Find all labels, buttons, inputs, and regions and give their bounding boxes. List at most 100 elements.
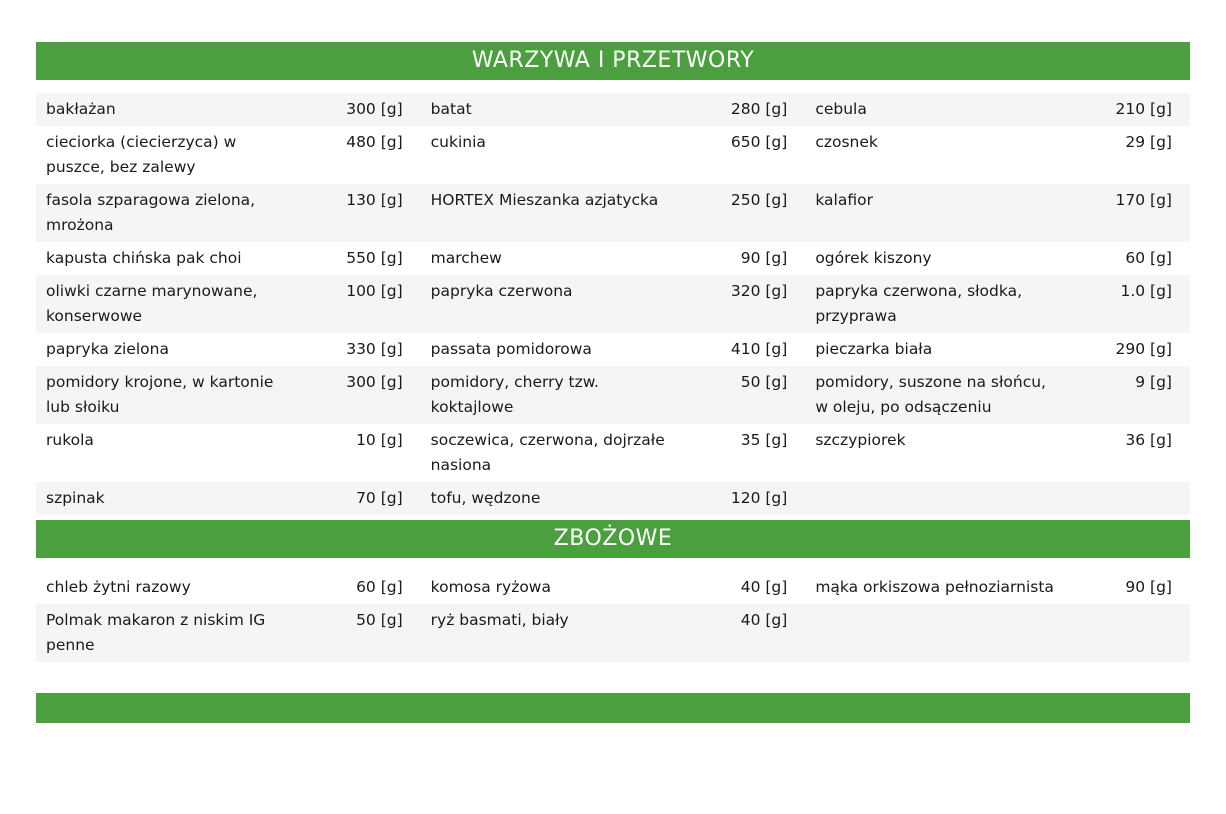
item-amount: 40 [g] [740, 611, 788, 629]
item-name: soczewica, czerwona, dojrzałe nasiona [430, 431, 665, 474]
item-cell: szpinak 70 [g] [36, 482, 421, 515]
item-name: chleb żytni razowy [46, 578, 191, 596]
table-row: bakłażan 300 [g] batat 280 [g] cebula 210 [g] [36, 93, 1190, 126]
item-cell: oliwki czarne marynowane, konserwowe 100 … [36, 275, 421, 333]
item-amount: 300 [g] [346, 100, 403, 118]
item-amount: 60 [g] [356, 578, 403, 596]
table-row: pomidory krojone, w kartonie lub słoiku 3… [36, 366, 1190, 424]
item-name: pomidory krojone, w kartonie lub słoiku [46, 373, 274, 416]
item-name: marchew [430, 249, 502, 267]
item-cell: pomidory krojone, w kartonie lub słoiku 3… [36, 366, 421, 424]
table-row: cieciorka (ciecierzyca) w puszce, bez za… [36, 126, 1190, 184]
item-amount: 290 [g] [1115, 340, 1172, 358]
item-amount: 60 [g] [1125, 249, 1172, 267]
item-name: szpinak [46, 489, 105, 507]
item-amount: 1.0 [g] [1120, 282, 1172, 300]
item-amount: 120 [g] [730, 489, 788, 507]
item-amount: 70 [g] [356, 489, 403, 507]
item-amount: 250 [g] [730, 191, 788, 209]
item-amount: 36 [g] [1125, 431, 1172, 449]
item-cell: bakłażan 300 [g] [36, 93, 421, 126]
next-section-header-truncated [36, 693, 1190, 723]
item-amount: 330 [g] [346, 340, 403, 358]
item-name: HORTEX Mieszanka azjatycka [430, 191, 659, 209]
item-amount: 40 [g] [740, 578, 788, 596]
table-row: fasola szparagowa zielona, mrożona 130 [g… [36, 184, 1190, 242]
item-name: cebula [815, 100, 867, 118]
item-name: papryka czerwona, słodka, przyprawa [815, 282, 1023, 325]
item-name: Polmak makaron z niskim IG penne [46, 611, 266, 654]
item-name: batat [430, 100, 472, 118]
item-amount: 35 [g] [740, 431, 788, 449]
section-warzywa-i-przetwory: WARZYWA I PRZETWORY bakłażan 300 [g] batat… [36, 42, 1190, 515]
item-cell: papryka czerwona, słodka, przyprawa 1.0 [… [805, 275, 1190, 333]
item-cell: HORTEX Mieszanka azjatycka 250 [g] [421, 184, 806, 242]
item-amount: 50 [g] [356, 611, 403, 629]
item-cell: cebula 210 [g] [805, 93, 1190, 126]
item-name: ogórek kiszony [815, 249, 932, 267]
section-header-zbozowe: ZBOŻOWE [36, 520, 1190, 558]
section-zbozowe: ZBOŻOWE chleb żytni razowy 60 [g] komosa r… [36, 520, 1190, 662]
item-cell: komosa ryżowa 40 [g] [421, 571, 806, 604]
item-name: fasola szparagowa zielona, mrożona [46, 191, 256, 234]
item-name: passata pomidorowa [430, 340, 592, 358]
item-cell: fasola szparagowa zielona, mrożona 130 [g… [36, 184, 421, 242]
item-cell: ogórek kiszony 60 [g] [805, 242, 1190, 275]
item-cell: passata pomidorowa 410 [g] [421, 333, 806, 366]
section-header-warzywa-i-przetwory: WARZYWA I PRZETWORY [36, 42, 1190, 80]
item-name: szczypiorek [815, 431, 906, 449]
item-name: oliwki czarne marynowane, konserwowe [46, 282, 258, 325]
item-cell: Polmak makaron z niskim IG penne 50 [g] [36, 604, 421, 662]
item-cell: soczewica, czerwona, dojrzałe nasiona 35 … [421, 424, 806, 482]
section-rows-zbozowe: chleb żytni razowy 60 [g] komosa ryżowa 40 … [36, 571, 1190, 662]
item-cell: pomidory, cherry tzw. koktajlowe 50 [g] [421, 366, 806, 424]
table-row: Polmak makaron z niskim IG penne 50 [g] ry… [36, 604, 1190, 662]
item-name: pieczarka biała [815, 340, 933, 358]
item-cell: marchew 90 [g] [421, 242, 806, 275]
item-amount: 100 [g] [346, 282, 403, 300]
item-amount: 90 [g] [740, 249, 788, 267]
section-rows-warzywa: bakłażan 300 [g] batat 280 [g] cebula 210 [g]… [36, 93, 1190, 515]
item-cell: czosnek 29 [g] [805, 126, 1190, 184]
item-name: papryka zielona [46, 340, 169, 358]
item-cell: papryka czerwona 320 [g] [421, 275, 806, 333]
item-amount: 320 [g] [730, 282, 788, 300]
item-cell: papryka zielona 330 [g] [36, 333, 421, 366]
item-name: pomidory, suszone na słońcu, w oleju, po… [815, 373, 1046, 416]
item-name: komosa ryżowa [430, 578, 551, 596]
table-row: oliwki czarne marynowane, konserwowe 100 … [36, 275, 1190, 333]
item-amount: 50 [g] [740, 373, 788, 391]
item-name: kapusta chińska pak choi [46, 249, 242, 267]
item-cell: ryż basmati, biały 40 [g] [421, 604, 806, 662]
item-name: kalafior [815, 191, 873, 209]
item-name: ryż basmati, biały [430, 611, 569, 629]
item-amount: 480 [g] [346, 133, 403, 151]
item-name: rukola [46, 431, 94, 449]
item-name: czosnek [815, 133, 878, 151]
item-name: tofu, wędzone [430, 489, 541, 507]
item-cell: kapusta chińska pak choi 550 [g] [36, 242, 421, 275]
item-amount: 10 [g] [356, 431, 403, 449]
item-amount: 650 [g] [730, 133, 788, 151]
item-amount: 300 [g] [346, 373, 403, 391]
table-row: chleb żytni razowy 60 [g] komosa ryżowa 40 … [36, 571, 1190, 604]
item-name: mąka orkiszowa pełnoziarnista [815, 578, 1054, 596]
item-cell: cieciorka (ciecierzyca) w puszce, bez za… [36, 126, 421, 184]
item-amount: 130 [g] [346, 191, 403, 209]
item-cell: batat 280 [g] [421, 93, 806, 126]
shopping-list-page: WARZYWA I PRZETWORY bakłażan 300 [g] batat… [36, 42, 1190, 723]
item-name: bakłażan [46, 100, 116, 118]
table-row: szpinak 70 [g] tofu, wędzone 120 [g] [36, 482, 1190, 515]
item-amount: 550 [g] [346, 249, 403, 267]
item-cell: rukola 10 [g] [36, 424, 421, 482]
table-row: kapusta chińska pak choi 550 [g] marchew 90… [36, 242, 1190, 275]
item-amount: 170 [g] [1115, 191, 1172, 209]
item-cell: tofu, wędzone 120 [g] [421, 482, 806, 515]
item-amount: 210 [g] [1115, 100, 1172, 118]
item-amount: 90 [g] [1125, 578, 1172, 596]
item-cell: szczypiorek 36 [g] [805, 424, 1190, 482]
item-cell: pieczarka biała 290 [g] [805, 333, 1190, 366]
table-row: rukola 10 [g] soczewica, czerwona, dojrzał… [36, 424, 1190, 482]
item-amount: 280 [g] [730, 100, 788, 118]
item-cell: kalafior 170 [g] [805, 184, 1190, 242]
